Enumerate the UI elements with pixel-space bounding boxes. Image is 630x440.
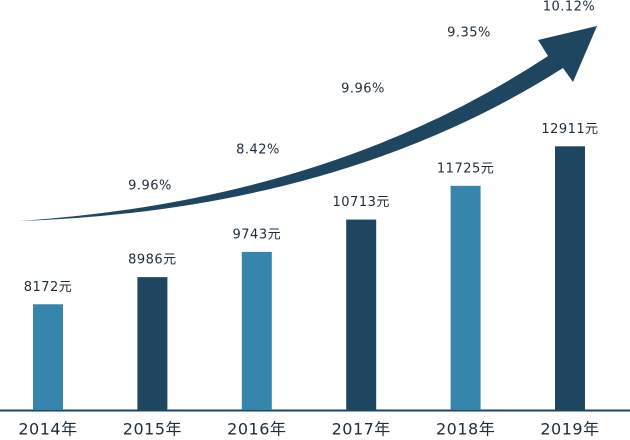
value-label: 10713元 <box>333 195 390 210</box>
value-label: 12911元 <box>541 122 598 137</box>
value-label: 8172元 <box>24 280 73 295</box>
x-tick-label: 2016年 <box>227 420 286 439</box>
value-label: 8986元 <box>128 253 177 268</box>
x-tick-label: 2019年 <box>540 420 599 439</box>
x-tick-label: 2017年 <box>332 420 391 439</box>
x-tick-label: 2018年 <box>436 420 495 439</box>
value-label: 9743元 <box>233 227 282 242</box>
x-tick-label: 2014年 <box>18 420 77 439</box>
value-label: 11725元 <box>437 161 494 176</box>
bar <box>33 304 63 410</box>
growth-rate: 10.12% <box>543 0 596 15</box>
growth-rate: 9.35% <box>447 26 491 41</box>
growth-rate: 8.42% <box>236 143 280 158</box>
bar <box>241 251 272 410</box>
bar <box>450 185 481 410</box>
x-tick-label: 2015年 <box>123 420 182 439</box>
growth-rate: 9.96% <box>341 82 385 97</box>
bar <box>555 146 585 411</box>
bar <box>137 277 168 410</box>
growth-arrow <box>20 26 597 221</box>
bar <box>346 219 377 410</box>
growth-rate: 9.96% <box>128 179 172 194</box>
